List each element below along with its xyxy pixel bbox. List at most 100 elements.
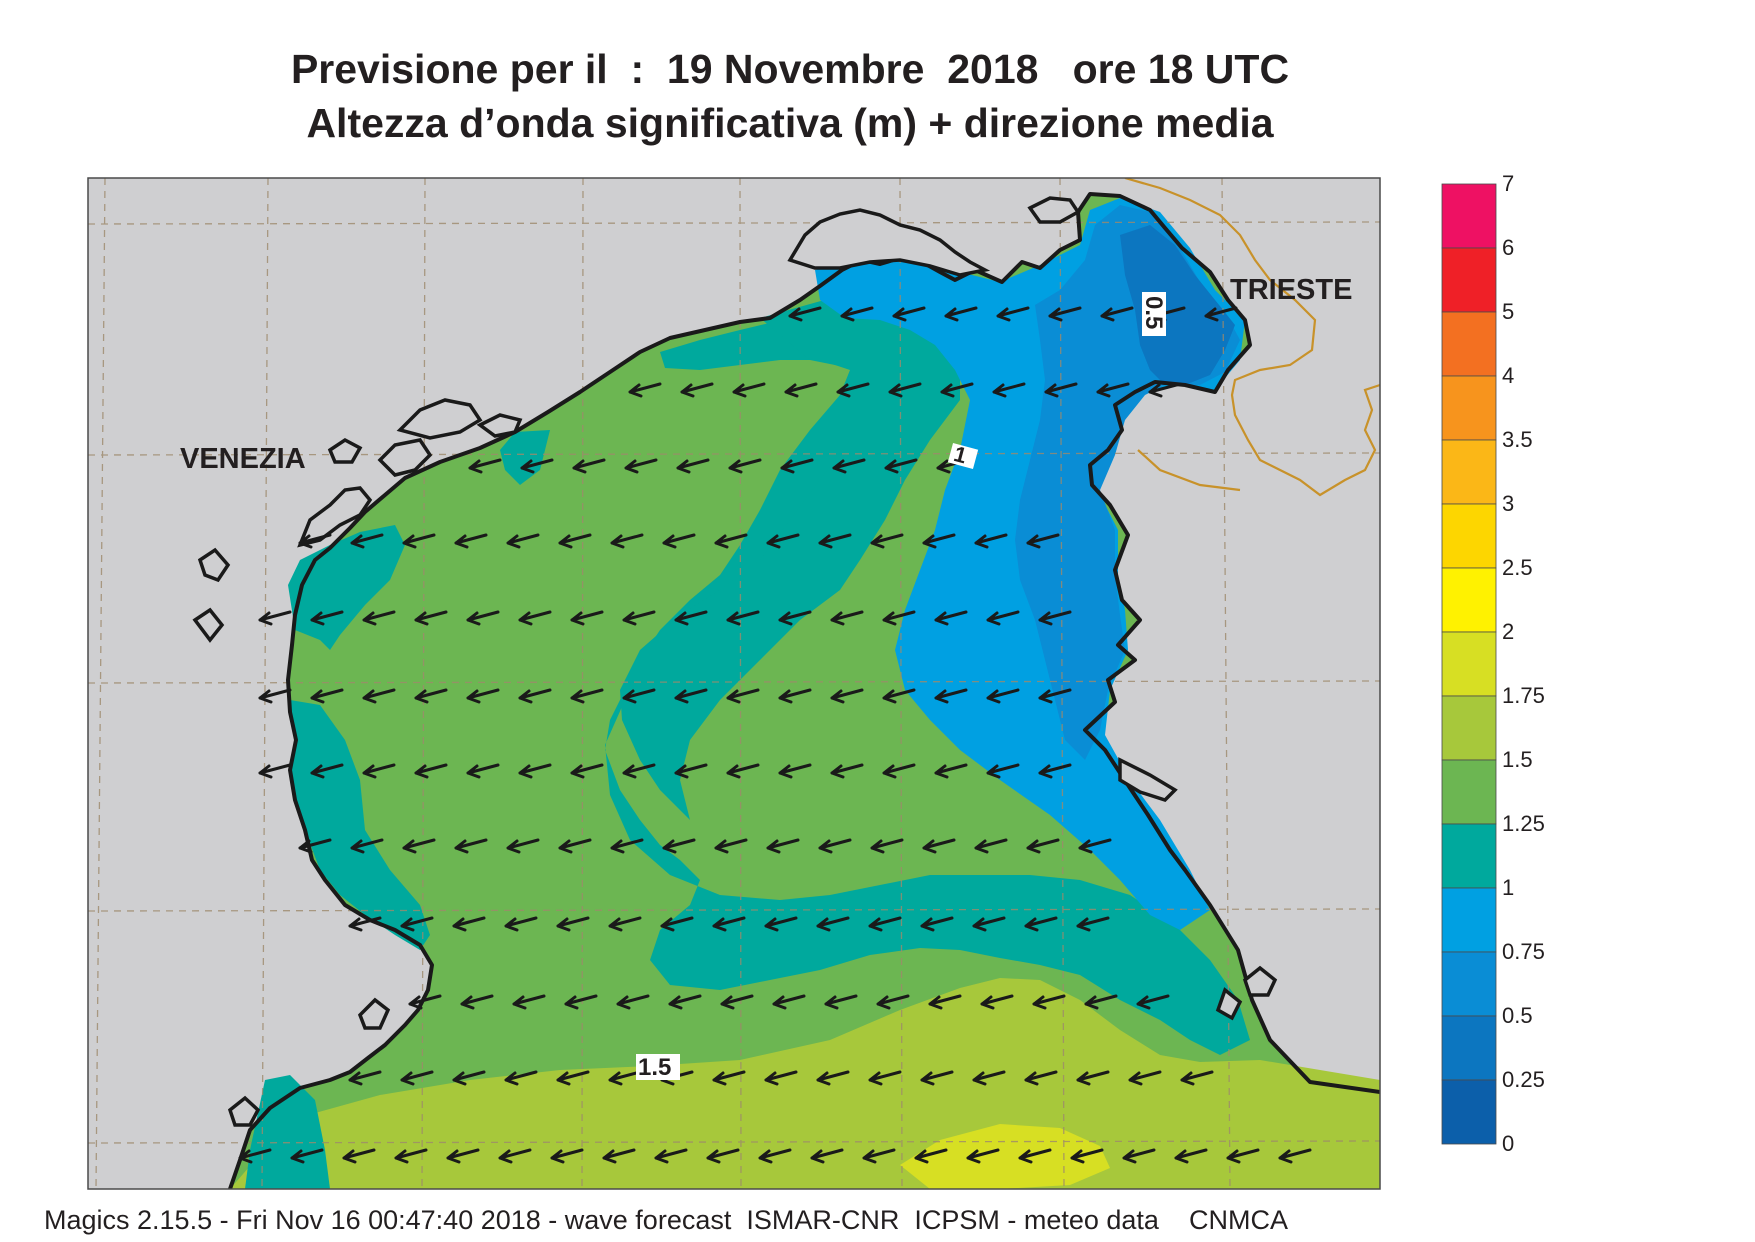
direction-arrow <box>1070 1148 1104 1164</box>
direction-arrow <box>720 994 754 1010</box>
direction-arrow <box>466 610 500 626</box>
direction-arrow <box>974 533 1008 549</box>
direction-arrow <box>818 838 852 854</box>
legend-tick-label: 6 <box>1502 235 1514 260</box>
direction-arrow <box>884 458 918 474</box>
direction-arrow <box>466 688 500 704</box>
north-coast-bays <box>787 196 1243 1021</box>
direction-arrow <box>506 533 540 549</box>
direction-arrow <box>934 610 968 626</box>
direction-arrow <box>882 610 916 626</box>
direction-arrow <box>914 1148 948 1164</box>
direction-arrow <box>1024 1070 1058 1086</box>
direction-arrow <box>468 458 502 474</box>
legend-swatch <box>1441 1015 1497 1081</box>
direction-arrow <box>934 688 968 704</box>
direction-arrow <box>876 994 910 1010</box>
direction-arrow <box>920 1070 954 1086</box>
direction-arrow <box>928 994 962 1010</box>
direction-arrow <box>310 610 344 626</box>
band-1-75 <box>900 1124 1110 1189</box>
direction-arrow <box>498 1148 532 1164</box>
direction-arrow <box>556 1070 590 1086</box>
direction-arrow <box>674 610 708 626</box>
direction-arrow <box>726 688 760 704</box>
legend-tick-label: 7 <box>1502 171 1514 196</box>
map-area <box>88 178 1380 1189</box>
direction-arrow <box>810 1148 844 1164</box>
direction-arrow <box>944 306 978 322</box>
direction-arrow <box>654 1148 688 1164</box>
direction-arrow <box>1038 688 1072 704</box>
direction-arrow <box>518 610 552 626</box>
direction-arrow <box>778 610 812 626</box>
direction-arrow <box>1018 1148 1052 1164</box>
legend-tick-label: 0 <box>1502 1131 1514 1156</box>
direction-arrow <box>830 610 864 626</box>
direction-arrow <box>310 688 344 704</box>
direction-arrow <box>922 838 956 854</box>
direction-arrow <box>676 458 710 474</box>
direction-arrow <box>832 458 866 474</box>
direction-arrow <box>992 382 1026 398</box>
legend-swatch <box>1441 439 1497 505</box>
direction-arrow <box>706 1148 740 1164</box>
contour-label-0-5: 0.5 <box>1140 292 1167 336</box>
contour-label-1-5: 1.5 <box>636 1054 680 1081</box>
direction-arrow <box>624 458 658 474</box>
direction-arrow <box>712 1070 746 1086</box>
legend-swatch <box>1441 567 1497 633</box>
direction-arrow <box>778 688 812 704</box>
legend-swatch <box>1441 631 1497 697</box>
direction-arrow <box>1136 994 1170 1010</box>
direction-arrow <box>520 458 554 474</box>
color-legend: 7 6 5 4 3.5 3 2.5 2 1.75 1.5 1.25 1 0.75 0.5 0.25 0 <box>1441 171 1545 1156</box>
direction-arrow <box>572 458 606 474</box>
direction-arrow <box>980 994 1014 1010</box>
band-1-south-lagoon <box>245 1075 330 1189</box>
legend-tick-label: 5 <box>1502 299 1514 324</box>
direction-arrow <box>986 610 1020 626</box>
direction-arrow <box>350 533 384 549</box>
direction-arrow <box>868 1070 902 1086</box>
direction-arrow <box>414 688 448 704</box>
direction-arrow <box>1204 306 1238 322</box>
direction-arrow <box>732 382 766 398</box>
direction-arrow <box>728 458 762 474</box>
direction-arrow <box>818 533 852 549</box>
direction-arrow <box>466 763 500 779</box>
direction-arrow <box>1026 533 1060 549</box>
direction-arrow <box>764 1070 798 1086</box>
legend-swatch <box>1441 759 1497 825</box>
direction-arrow <box>816 1070 850 1086</box>
direction-arrow <box>608 916 642 932</box>
direction-arrow <box>616 994 650 1010</box>
direction-arrow <box>870 838 904 854</box>
legend-swatch <box>1441 503 1497 569</box>
direction-arrow <box>518 763 552 779</box>
legend-tick-label: 1 <box>1502 875 1514 900</box>
direction-arrow <box>556 916 590 932</box>
direction-arrow <box>1076 1070 1110 1086</box>
direction-arrow <box>940 382 974 398</box>
direction-arrow <box>608 1070 642 1086</box>
direction-arrow <box>622 688 656 704</box>
direction-arrow <box>830 688 864 704</box>
footer-credits: Magics 2.15.5 - Fri Nov 16 00:47:40 2018… <box>44 1205 1288 1235</box>
direction-arrow <box>974 838 1008 854</box>
band-1-venice-inlet <box>500 430 550 485</box>
direction-arrow <box>1024 916 1058 932</box>
legend-tick-label: 2.5 <box>1502 555 1533 580</box>
direction-arrow <box>362 688 396 704</box>
direction-arrow <box>1038 763 1072 779</box>
direction-arrow <box>816 916 850 932</box>
direction-arrow <box>1100 306 1134 322</box>
direction-arrow <box>674 763 708 779</box>
band-1-coast-west-2 <box>290 700 430 950</box>
legend-swatch <box>1441 887 1497 953</box>
legend-tick-label: 0.5 <box>1502 1003 1533 1028</box>
direction-arrow <box>824 994 858 1010</box>
direction-arrow <box>778 763 812 779</box>
direction-arrow <box>610 533 644 549</box>
direction-arrow <box>622 610 656 626</box>
